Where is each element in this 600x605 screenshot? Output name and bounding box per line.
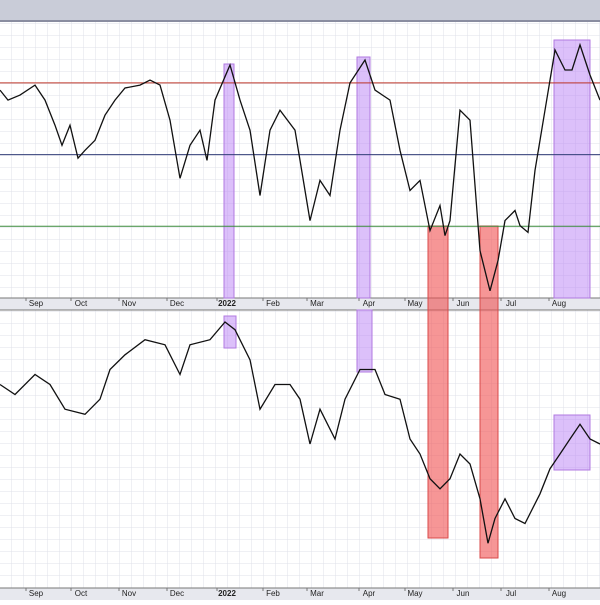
x-tick-label: Aug xyxy=(552,299,566,308)
x-tick-label: Jun xyxy=(457,589,470,598)
lower-panel xyxy=(0,310,600,588)
x-tick-label: Dec xyxy=(170,299,184,308)
x-tick-label: Apr xyxy=(363,589,376,598)
x-tick-label: 2022 xyxy=(218,589,236,598)
x-tick-label: Sep xyxy=(29,589,44,598)
axis-strip xyxy=(0,588,600,600)
x-tick-label: Feb xyxy=(266,589,280,598)
x-tick-label: Aug xyxy=(552,589,566,598)
series-line xyxy=(0,42,600,291)
highlight xyxy=(479,225,499,559)
x-tick-label: Jun xyxy=(457,299,470,308)
x-tick-label: Apr xyxy=(363,299,376,308)
x-tick-label: Oct xyxy=(75,299,88,308)
x-tick-label: Jul xyxy=(506,299,516,308)
highlight xyxy=(427,225,449,539)
x-tick-label: Sep xyxy=(29,299,44,308)
header-bar xyxy=(0,0,600,20)
x-tick-label: Feb xyxy=(266,299,280,308)
x-tick-label: Jul xyxy=(506,589,516,598)
x-tick-label: 2022 xyxy=(218,299,236,308)
highlight xyxy=(553,414,591,471)
x-tick-label: Oct xyxy=(75,589,88,598)
highlight xyxy=(356,56,371,299)
highlight xyxy=(223,315,237,349)
highlight xyxy=(223,63,235,299)
series-line xyxy=(0,321,600,544)
x-tick-label: May xyxy=(407,299,422,308)
x-tick-label: Nov xyxy=(122,589,136,598)
x-tick-label: Dec xyxy=(170,589,184,598)
x-tick-label: Nov xyxy=(122,299,136,308)
x-tick-label: Mar xyxy=(310,589,324,598)
x-tick-label: Mar xyxy=(310,299,324,308)
highlight xyxy=(553,39,591,299)
x-tick-label: May xyxy=(407,589,422,598)
header-border xyxy=(0,20,600,22)
highlights xyxy=(427,225,499,559)
axis-strip xyxy=(0,298,600,310)
highlight xyxy=(356,309,373,373)
